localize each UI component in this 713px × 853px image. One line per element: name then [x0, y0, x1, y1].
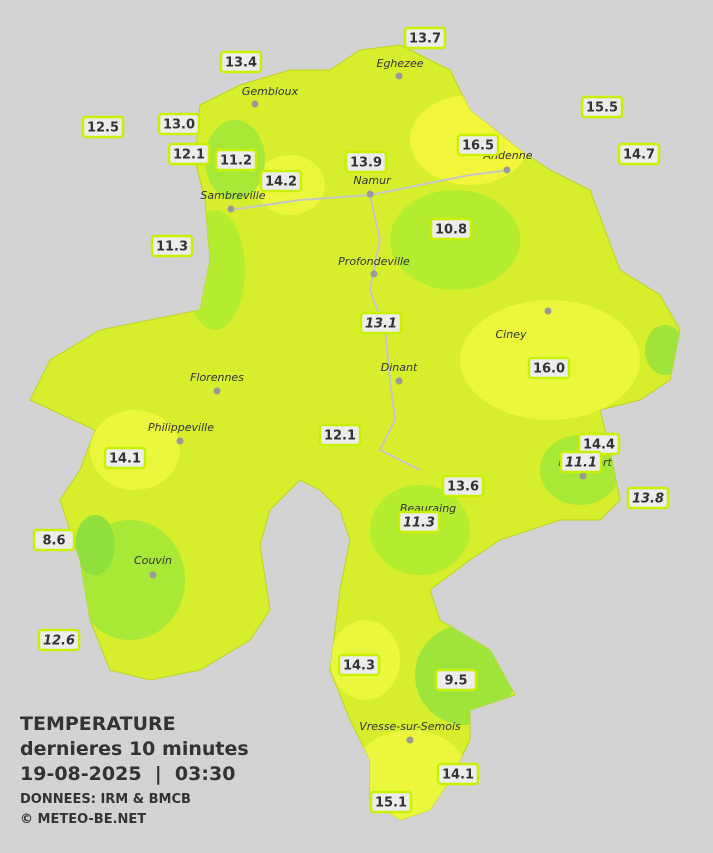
station-value: 14.4 [583, 438, 615, 453]
station-value: 14.1 [442, 768, 474, 783]
legend-copyright: © METEO-BE.NET [20, 812, 147, 827]
station-box [344, 150, 388, 174]
city-dot [251, 100, 259, 108]
cities: EghezeeGemblouxAndenneNamurSambrevillePr… [134, 57, 612, 744]
city-label: Namur [353, 174, 392, 187]
city-label: Florennes [190, 371, 244, 384]
city-label: Philippeville [148, 421, 214, 434]
station-value: 13.8 [632, 492, 664, 507]
station-value: 15.5 [586, 101, 618, 116]
station-box [150, 234, 194, 258]
city-label: Gembloux [242, 85, 299, 98]
station-box [318, 423, 362, 447]
station-value: 11.3 [403, 516, 435, 531]
station-value: 12.1 [324, 429, 356, 444]
station-box [559, 450, 603, 474]
station-value: 8.6 [42, 534, 65, 549]
station-value: 11.2 [220, 154, 252, 169]
city-dot [366, 190, 374, 198]
legend: TEMPERATURE dernieres 10 minutes 19-08-2… [20, 712, 249, 830]
city-label: Eghezee [377, 57, 424, 70]
rivers [229, 169, 511, 471]
station-box [219, 50, 263, 74]
station-box [436, 762, 480, 786]
station-value: 16.5 [462, 139, 494, 154]
station-box [214, 148, 258, 172]
city-label: Couvin [134, 554, 172, 567]
station-box [434, 668, 478, 692]
city-dot [176, 437, 184, 445]
station-box [81, 115, 125, 139]
station-value: 13.6 [447, 480, 479, 495]
station-box [441, 474, 485, 498]
station-value: 14.7 [623, 148, 655, 163]
city-dot [503, 166, 511, 174]
station-box [429, 217, 473, 241]
station-box [103, 446, 147, 470]
city-label: Profondeville [338, 255, 410, 268]
station-value: 13.4 [225, 56, 257, 71]
city-dot [370, 270, 378, 278]
station-box [369, 790, 413, 814]
stations: 13.4 13.7 12.5 13.0 12.1 11.2 14.2 13.9 16.5 15.5… [32, 26, 670, 814]
legend-source: DONNEES: IRM & BMCB [20, 792, 191, 807]
station-box [259, 169, 303, 193]
city-dot [149, 571, 157, 579]
station-value: 12.5 [87, 121, 119, 136]
city-label: Dinant [381, 361, 418, 374]
station-value: 15.1 [375, 796, 407, 811]
station-box [157, 112, 201, 136]
station-value: 13.7 [409, 32, 441, 47]
station-value: 16.0 [533, 362, 565, 377]
station-box [359, 311, 403, 335]
station-box [32, 528, 76, 552]
station-value: 9.5 [444, 674, 467, 689]
station-box [337, 653, 381, 677]
city-label: Vresse-sur-Semois [359, 720, 461, 733]
city-label: Ciney [496, 328, 527, 341]
station-value: 12.1 [173, 148, 205, 163]
city-dot [579, 472, 587, 480]
station-value: 14.1 [109, 452, 141, 467]
station-value: 11.3 [156, 240, 188, 255]
station-value: 10.8 [435, 223, 467, 238]
station-box [403, 26, 447, 50]
city-dot [213, 387, 221, 395]
station-box [167, 142, 211, 166]
station-box [527, 356, 571, 380]
station-value: 12.6 [43, 634, 75, 649]
station-box [456, 133, 500, 157]
station-box [397, 510, 441, 534]
station-value: 14.3 [343, 659, 375, 674]
city-dot [395, 72, 403, 80]
city-label: Sambreville [200, 189, 265, 202]
station-box [580, 95, 624, 119]
station-value: 11.1 [565, 456, 597, 471]
station-value: 14.2 [265, 175, 297, 190]
city-dot [227, 205, 235, 213]
station-value: 13.0 [163, 118, 195, 133]
station-box [617, 142, 661, 166]
legend-subtitle: dernieres 10 minutes [20, 738, 249, 760]
legend-title: TEMPERATURE [20, 713, 176, 735]
legend-date: 19-08-2025 | 03:30 [20, 763, 236, 785]
city-dot [406, 736, 414, 744]
station-value: 13.1 [365, 317, 397, 332]
station-value: 13.9 [350, 156, 382, 171]
city-dot [544, 307, 552, 315]
station-box [626, 486, 670, 510]
station-box [37, 628, 81, 652]
city-dot [395, 377, 403, 385]
